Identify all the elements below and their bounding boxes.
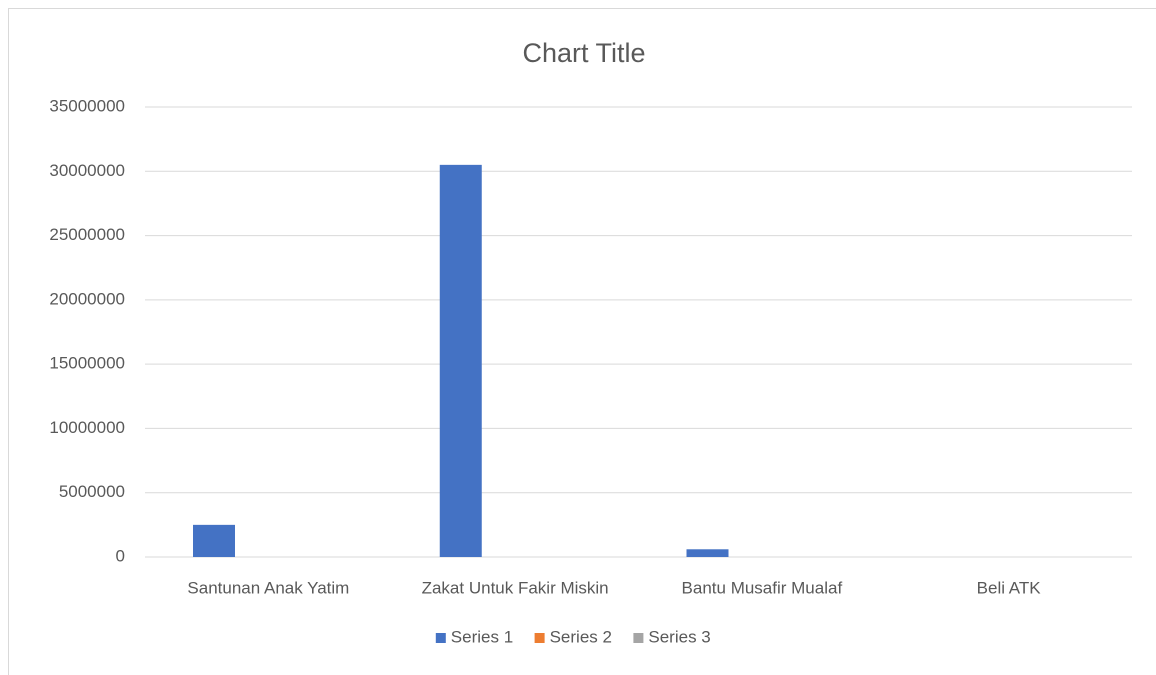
bar [193,524,235,557]
legend-label: Series 2 [550,627,612,646]
chart-title: Chart Title [522,38,645,68]
legend-swatch [534,633,545,643]
legend-swatch [633,633,644,643]
chart-area [8,8,1156,675]
y-tick-label: 35000000 [49,96,125,115]
x-tick-label: Santunan Anak Yatim [187,578,349,597]
x-tick-label: Bantu Musafir Mualaf [682,578,843,597]
legend-label: Series 3 [648,627,710,646]
bar [439,164,482,557]
y-tick-label: 10000000 [49,418,125,437]
x-tick-label: Zakat Untuk Fakir Miskin [422,578,609,597]
y-tick-label: 0 [116,546,125,565]
x-tick-label: Beli ATK [977,578,1042,597]
legend-swatch [435,633,446,643]
y-tick-label: 20000000 [49,289,125,308]
y-tick-label: 15000000 [49,354,125,373]
y-tick-label: 25000000 [49,225,125,244]
legend-label: Series 1 [451,627,513,646]
bar [686,549,729,557]
y-tick-label: 5000000 [59,482,125,501]
y-tick-label: 30000000 [49,161,125,180]
